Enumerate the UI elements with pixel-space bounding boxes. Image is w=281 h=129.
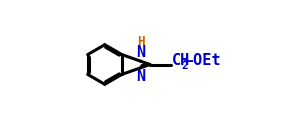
Text: N: N bbox=[136, 45, 145, 60]
Text: CH: CH bbox=[171, 53, 190, 68]
Text: 2: 2 bbox=[181, 61, 188, 71]
Text: H: H bbox=[137, 35, 144, 48]
Text: —OEt: —OEt bbox=[183, 53, 220, 68]
Text: N: N bbox=[136, 69, 145, 84]
